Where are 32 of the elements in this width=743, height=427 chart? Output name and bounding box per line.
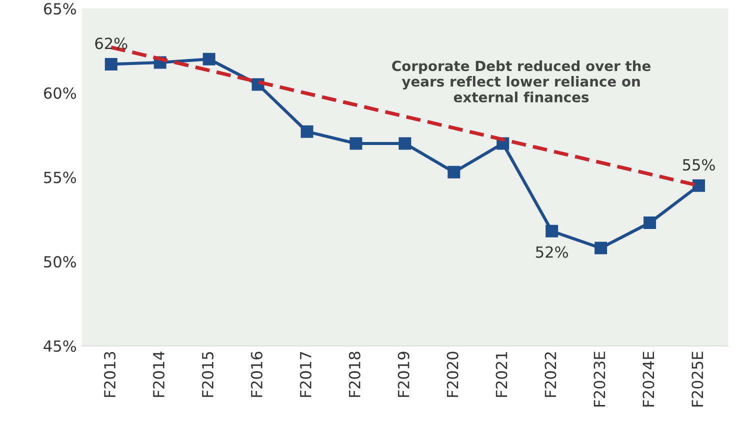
point (546, 224, 558, 238)
x-tick-label: F2022 (544, 352, 556, 397)
x-tick-label: F2023E (594, 352, 606, 407)
annotation: Corporate Debt reduced over the years reflect lower reliance on external finances (392, 60, 650, 102)
x-tick-label: F2025E (692, 352, 704, 407)
y-tick-label: 50% (44, 256, 76, 268)
x-tick-label: F2021 (496, 352, 508, 397)
y-tick-label: 45% (44, 340, 76, 352)
point (594, 242, 608, 254)
point (644, 216, 656, 229)
y-tick-label: 65% (44, 3, 76, 15)
point (398, 137, 412, 150)
point (202, 52, 216, 66)
y-tick-label: 60% (44, 87, 76, 99)
point (350, 137, 362, 150)
x-tick-label: F2019 (398, 352, 410, 397)
y-tick-label: 55% (44, 172, 76, 184)
x-tick-label: F2013 (104, 352, 116, 397)
data-label: 52% (536, 246, 568, 258)
point (300, 125, 314, 138)
x-tick-label: F2018 (348, 352, 360, 397)
data-label: 55% (682, 159, 715, 171)
x-tick-label: F2015 (202, 352, 214, 397)
point (692, 179, 706, 192)
x-tick-label: F2020 (446, 352, 458, 397)
data-label: 62% (95, 38, 128, 50)
x-tick-label: F2014 (152, 352, 165, 397)
point (448, 166, 460, 178)
x-tick-label: F2017 (300, 352, 312, 397)
point (104, 58, 118, 70)
x-tick-label: F2016 (250, 352, 262, 397)
x-tick-label: F2024E (642, 352, 654, 407)
